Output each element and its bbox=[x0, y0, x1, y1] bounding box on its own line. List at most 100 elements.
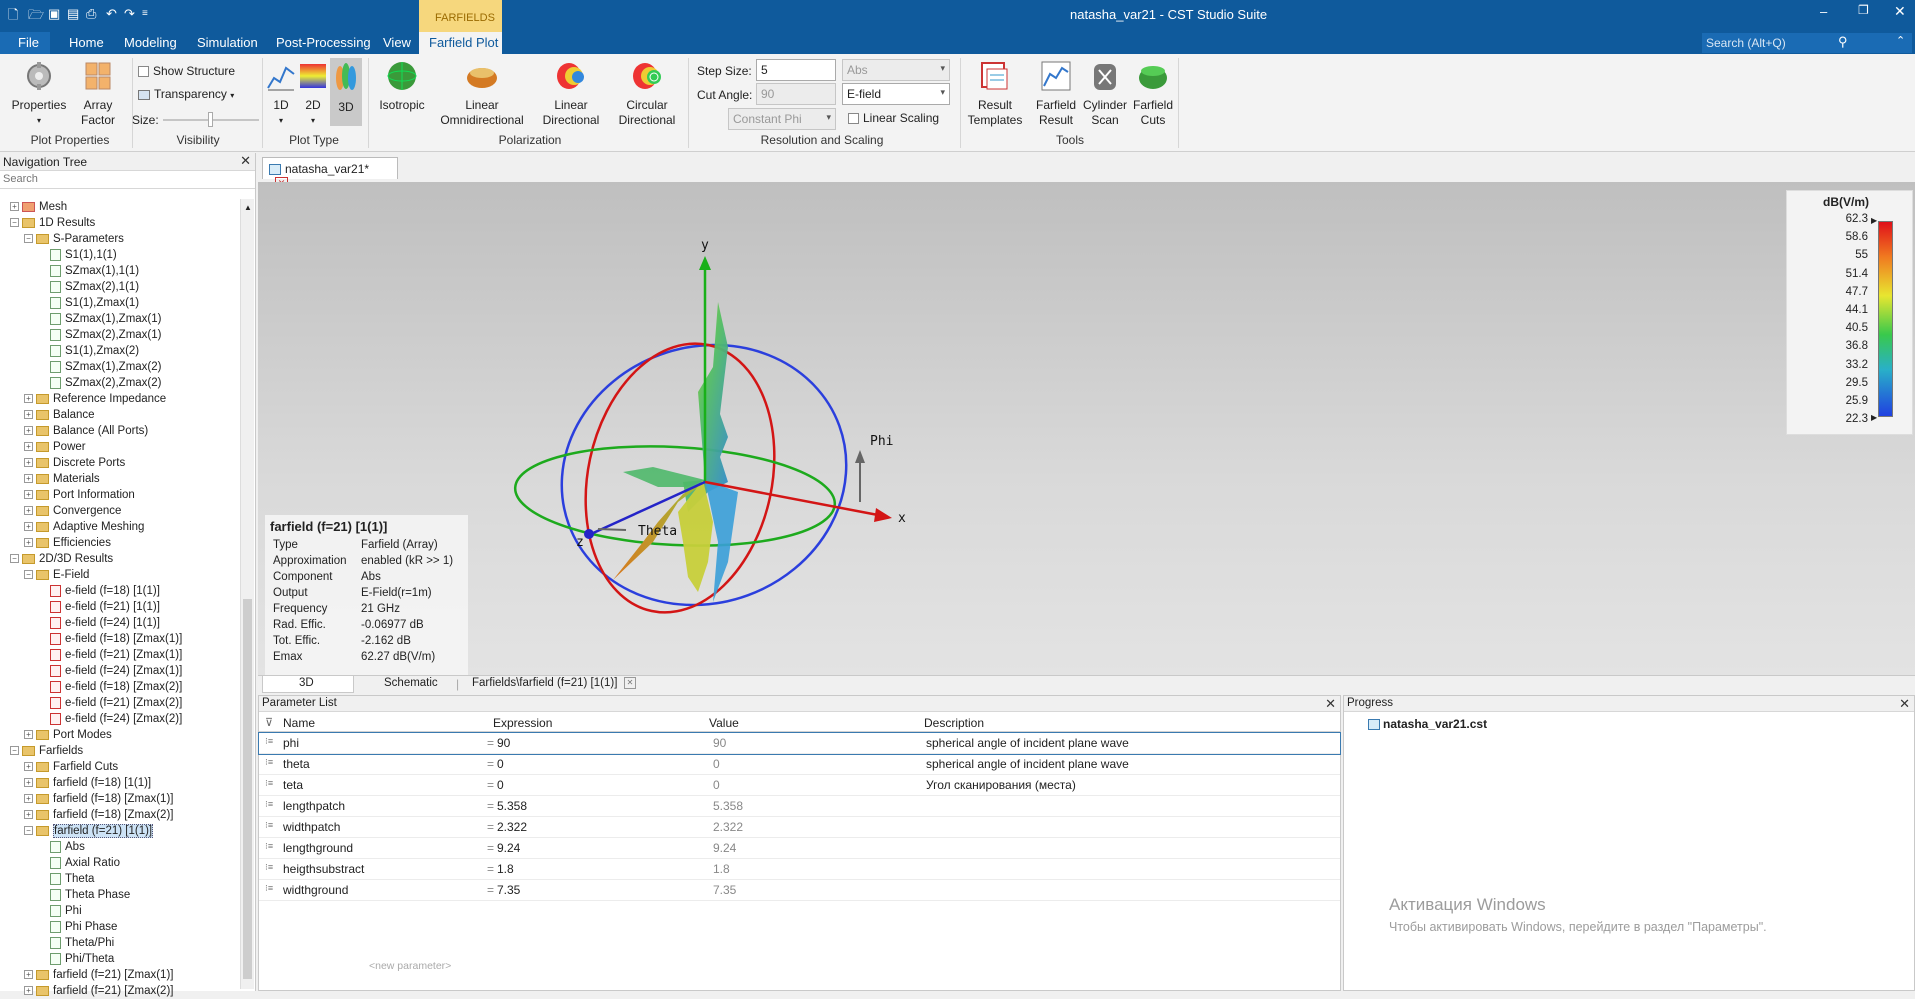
new-parameter-placeholder[interactable]: <new parameter> bbox=[369, 960, 452, 972]
tree-folder[interactable]: + farfield (f=21) [Zmax(2)] bbox=[24, 983, 173, 999]
tab-post-processing[interactable]: Post-Processing bbox=[276, 35, 371, 50]
column-expression[interactable]: Expression bbox=[493, 716, 553, 730]
linear-scaling-checkbox[interactable]: Linear Scaling bbox=[848, 111, 939, 125]
column-value[interactable]: Value bbox=[709, 716, 739, 730]
tree-folder[interactable]: + Adaptive Meshing bbox=[24, 519, 144, 535]
linear-omnidirectional-button[interactable]: Linear Omnidirectional bbox=[434, 60, 530, 128]
tree-folder[interactable]: − E-Field bbox=[24, 567, 89, 583]
expand-toggle-icon[interactable]: − bbox=[10, 218, 19, 228]
view-tab-farfield[interactable]: Farfields\farfield (f=21) [1(1)] bbox=[472, 677, 618, 689]
expand-toggle-icon[interactable]: + bbox=[24, 506, 33, 516]
param-name[interactable]: phi bbox=[283, 736, 300, 750]
tree-item[interactable]: Theta bbox=[50, 871, 94, 887]
tree-folder[interactable]: + farfield (f=18) [1(1)] bbox=[24, 775, 151, 791]
restore-icon[interactable]: ❐ bbox=[1858, 3, 1869, 17]
tree-item[interactable]: SZmax(1),Zmax(1) bbox=[50, 311, 161, 327]
parameter-row[interactable]: ⁝≡ phi = 90 90 spherical angle of incident pl… bbox=[258, 732, 1341, 755]
close-window-icon[interactable]: ✕ bbox=[1894, 3, 1906, 19]
tab-view[interactable]: View bbox=[383, 35, 411, 50]
tree-folder[interactable]: + Convergence bbox=[24, 503, 121, 519]
param-name[interactable]: heigthsubstract bbox=[283, 862, 365, 876]
tree-folder[interactable]: + farfield (f=18) [Zmax(1)] bbox=[24, 791, 173, 807]
tree-folder[interactable]: + Balance (All Ports) bbox=[24, 423, 148, 439]
result-templates-button[interactable]: Result Templates bbox=[964, 60, 1026, 128]
print-icon[interactable]: ⎙ bbox=[86, 6, 97, 21]
tree-folder[interactable]: − 1D Results bbox=[10, 215, 95, 231]
tree-item[interactable]: Phi Phase bbox=[50, 919, 117, 935]
farfield-result-button[interactable]: Farfield Result bbox=[1030, 60, 1082, 128]
tree-folder[interactable]: + farfield (f=21) [Zmax(1)] bbox=[24, 967, 173, 983]
param-expression[interactable]: 90 bbox=[497, 736, 511, 750]
cylinder-scan-button[interactable]: Cylinder Scan bbox=[1082, 60, 1128, 128]
expand-toggle-icon[interactable]: + bbox=[24, 538, 33, 548]
parameter-row[interactable]: ⁝≡ teta = 0 0 Угол сканирования (места) bbox=[259, 775, 1340, 796]
expand-toggle-icon[interactable]: + bbox=[24, 474, 33, 484]
tree-folder[interactable]: + Balance bbox=[24, 407, 95, 423]
cut-angle-input[interactable]: 90 bbox=[756, 83, 836, 105]
expand-toggle-icon[interactable]: + bbox=[24, 730, 33, 740]
parameter-row[interactable]: ⁝≡ widthground = 7.35 7.35 bbox=[259, 880, 1340, 901]
view-tab-3d[interactable]: 3D bbox=[262, 676, 354, 693]
tree-folder[interactable]: + Port Modes bbox=[24, 727, 112, 743]
legend-min-marker-icon[interactable]: ▶ bbox=[1871, 413, 1878, 422]
tree-item[interactable]: Theta/Phi bbox=[50, 935, 114, 951]
tree-item[interactable]: SZmax(2),Zmax(2) bbox=[50, 375, 161, 391]
expand-toggle-icon[interactable]: + bbox=[24, 810, 33, 820]
tab-file[interactable]: File bbox=[0, 32, 50, 54]
efield-select[interactable]: E-field ▾ bbox=[842, 83, 950, 105]
param-description[interactable]: Угол сканирования (места) bbox=[926, 778, 1076, 792]
tree-folder[interactable]: + Mesh bbox=[10, 199, 67, 215]
tree-item[interactable]: Phi bbox=[50, 903, 82, 919]
tree-folder[interactable]: − farfield (f=21) [1(1)] bbox=[24, 823, 154, 839]
progress-item[interactable]: natasha_var21.cst bbox=[1368, 717, 1487, 731]
expand-toggle-icon[interactable]: + bbox=[24, 490, 33, 500]
param-expression[interactable]: 2.322 bbox=[497, 820, 528, 834]
customize-quick-access-icon[interactable]: ≡ bbox=[142, 8, 148, 19]
tree-item[interactable]: Axial Ratio bbox=[50, 855, 120, 871]
expand-toggle-icon[interactable]: + bbox=[24, 458, 33, 468]
tree-item[interactable]: e-field (f=24) [Zmax(2)] bbox=[50, 711, 182, 727]
expand-toggle-icon[interactable]: + bbox=[24, 410, 33, 420]
size-slider-thumb[interactable] bbox=[208, 112, 213, 127]
save-all-icon[interactable]: ▤ bbox=[67, 6, 80, 21]
param-expression[interactable]: 0 bbox=[497, 757, 504, 771]
param-expression[interactable]: 1.8 bbox=[497, 862, 514, 876]
tree-folder[interactable]: + Port Information bbox=[24, 487, 135, 503]
navigation-search-input[interactable]: Search bbox=[0, 171, 255, 189]
tree-item[interactable]: SZmax(1),Zmax(2) bbox=[50, 359, 161, 375]
legend-max-marker-icon[interactable]: ▶ bbox=[1871, 216, 1878, 225]
expand-toggle-icon[interactable]: + bbox=[24, 522, 33, 532]
tree-folder[interactable]: + Power bbox=[24, 439, 86, 455]
step-size-input[interactable]: 5 bbox=[756, 59, 836, 81]
properties-button[interactable]: Properties ▾ bbox=[8, 60, 70, 128]
minimize-icon[interactable]: – bbox=[1820, 4, 1828, 19]
isotropic-button[interactable]: Isotropic bbox=[374, 60, 430, 113]
tree-item[interactable]: S1(1),Zmax(1) bbox=[50, 295, 139, 311]
close-navigation-tree-icon[interactable]: ✕ bbox=[240, 153, 251, 168]
param-expression[interactable]: 0 bbox=[497, 778, 504, 792]
show-structure-checkbox[interactable]: Show Structure bbox=[138, 64, 235, 78]
close-parameter-list-icon[interactable]: ✕ bbox=[1325, 696, 1336, 711]
plot-2d-button[interactable]: 2D ▾ bbox=[298, 60, 328, 128]
expand-toggle-icon[interactable]: − bbox=[10, 746, 19, 756]
parameter-row[interactable]: ⁝≡ lengthground = 9.24 9.24 bbox=[259, 838, 1340, 859]
tree-item[interactable]: e-field (f=18) [Zmax(1)] bbox=[50, 631, 182, 647]
expand-toggle-icon[interactable]: + bbox=[24, 442, 33, 452]
tree-item[interactable]: e-field (f=24) [Zmax(1)] bbox=[50, 663, 182, 679]
parameter-row[interactable]: ⁝≡ widthpatch = 2.322 2.322 bbox=[259, 817, 1340, 838]
tree-folder[interactable]: − Farfields bbox=[10, 743, 83, 759]
3d-viewport[interactable]: y x z Phi Theta bbox=[258, 182, 1915, 675]
transparency-dropdown[interactable]: Transparency ▾ bbox=[138, 87, 234, 101]
expand-toggle-icon[interactable]: + bbox=[24, 426, 33, 436]
tab-home[interactable]: Home bbox=[69, 35, 104, 50]
param-name[interactable]: widthpatch bbox=[283, 820, 341, 834]
search-box[interactable]: Search (Alt+Q) ⚲ ⌃ bbox=[1702, 33, 1912, 53]
new-file-icon[interactable]: 🗋 bbox=[8, 7, 19, 22]
tab-farfield-plot[interactable]: Farfield Plot bbox=[419, 32, 502, 54]
param-name[interactable]: lengthground bbox=[283, 841, 354, 855]
parameter-row[interactable]: ⁝≡ theta = 0 0 spherical angle of incident pl… bbox=[259, 754, 1340, 775]
filter-icon[interactable]: ⊽ bbox=[265, 717, 274, 729]
tree-item[interactable]: Theta Phase bbox=[50, 887, 130, 903]
tree-item[interactable]: e-field (f=21) [Zmax(1)] bbox=[50, 647, 182, 663]
farfield-3d-plot[interactable]: y x z Phi Theta bbox=[258, 182, 1915, 675]
